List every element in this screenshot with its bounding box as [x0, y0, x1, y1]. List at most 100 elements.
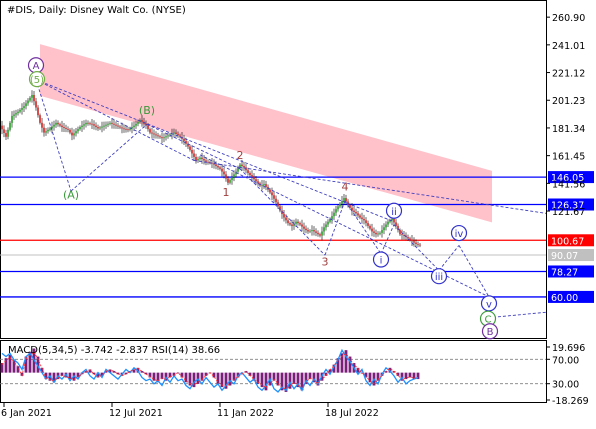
wave-guide-7	[344, 200, 382, 255]
candle-body-136	[273, 195, 275, 199]
macd-bar-90	[360, 372, 364, 374]
candle-body-94	[189, 146, 191, 151]
candle-body-103	[207, 161, 209, 163]
macd-bar-28	[112, 371, 116, 373]
macd-bar-55	[220, 372, 224, 388]
wave-label-5: 1	[223, 186, 230, 199]
candle-body-98	[197, 159, 199, 161]
macd-bar-2	[8, 354, 12, 373]
candle-body-17	[35, 101, 37, 108]
macd-bar-58	[232, 372, 236, 381]
level-price-label-4: 60.00	[551, 293, 578, 304]
candle-body-23	[47, 129, 49, 132]
macd-bar-53	[212, 372, 216, 378]
wave-label-14: B	[487, 327, 494, 338]
candle-body-148	[297, 221, 299, 224]
macd-bar-10	[40, 367, 44, 373]
candle-body-99	[199, 157, 201, 160]
macd-bar-56	[224, 372, 228, 389]
candle-body-87	[175, 132, 177, 134]
candle-body-61	[123, 128, 125, 130]
macd-bar-57	[228, 372, 232, 386]
candle-body-25	[51, 126, 53, 129]
candle-body-167	[335, 209, 337, 213]
candle-body-67	[135, 123, 137, 126]
candle-body-40	[81, 125, 83, 128]
candle-body-128	[257, 181, 259, 184]
level-price-tag-0	[548, 171, 594, 184]
level-price-label-1: 126.37	[551, 200, 584, 211]
macd-bar-101	[404, 372, 408, 380]
wave-label-12: v	[486, 299, 492, 310]
candle-body-163	[327, 221, 329, 225]
candle-body-122	[245, 167, 247, 171]
wave-label-circle-9	[372, 251, 390, 268]
candle-body-171	[343, 198, 345, 201]
macd-bar-40	[160, 372, 164, 380]
macd-bar-3	[12, 359, 16, 373]
candle-body-66	[133, 125, 135, 128]
candle-body-73	[147, 125, 149, 130]
candle-body-3	[7, 129, 9, 137]
candle-body-187	[375, 232, 377, 235]
candle-body-10	[21, 107, 23, 110]
current-price-label: 90.07	[551, 251, 578, 262]
candle-body-53	[107, 123, 109, 125]
candle-body-209	[419, 244, 421, 246]
macd-bar-87	[348, 356, 352, 373]
price-tick-label-2: 221.12	[552, 69, 585, 80]
level-price-label-2: 100.67	[551, 236, 584, 247]
candle-body-208	[417, 244, 419, 245]
wave-label-8: ii	[391, 207, 397, 218]
candle-body-180	[361, 217, 363, 219]
wave-guide-15	[193, 160, 547, 214]
candle-body-62	[125, 128, 127, 130]
macd-bar-74	[296, 372, 300, 388]
price-tick-label-4: 181.34	[552, 124, 585, 135]
candle-body-63	[127, 129, 129, 131]
candle-body-161	[323, 227, 325, 232]
candle-body-89	[179, 135, 181, 137]
candle-body-176	[353, 210, 355, 212]
candle-body-186	[373, 231, 375, 233]
candle-body-38	[77, 129, 79, 132]
candle-body-196	[393, 218, 395, 223]
candle-body-18	[37, 107, 39, 116]
price-tick-label-5: 161.45	[552, 152, 585, 163]
candle-body-152	[305, 228, 307, 231]
wave-label-11: iv	[455, 229, 464, 240]
macd-bar-99	[396, 372, 400, 376]
macd-bar-36	[144, 372, 148, 375]
candle-body-20	[41, 122, 43, 128]
macd-bar-91	[364, 372, 368, 378]
macd-bar-64	[256, 372, 260, 384]
candle-body-124	[249, 172, 251, 176]
candle-body-12	[25, 103, 27, 107]
level-price-tag-2	[548, 234, 594, 247]
wave-label-3: (A)	[63, 189, 79, 202]
macd-signal-line	[1, 351, 418, 390]
candle-body-75	[151, 132, 153, 134]
macd-bar-65	[260, 372, 264, 388]
candle-body-50	[101, 126, 103, 128]
candle-body-57	[115, 124, 117, 126]
candle-body-39	[79, 127, 81, 130]
candle-body-144	[289, 223, 291, 225]
candle-body-120	[241, 164, 243, 167]
candle-body-65	[131, 127, 133, 129]
candle-body-28	[57, 122, 59, 125]
candle-body-83	[167, 135, 169, 137]
macd-title: MACD(5,34,5) -3.742 -2.837 RSI(14) 38.66	[8, 345, 220, 356]
candle-body-34	[69, 129, 71, 133]
macd-bar-83	[332, 364, 336, 373]
candle-body-21	[43, 127, 45, 133]
candle-body-77	[155, 134, 157, 136]
candle-body-41	[83, 124, 85, 126]
macd-bar-72	[288, 372, 292, 389]
wave-label-10: iii	[435, 272, 443, 283]
macd-bar-54	[216, 372, 220, 384]
level-price-label-0: 146.05	[551, 173, 584, 184]
price-tick-label-0: 260.90	[552, 13, 585, 24]
candle-body-206	[413, 241, 415, 243]
